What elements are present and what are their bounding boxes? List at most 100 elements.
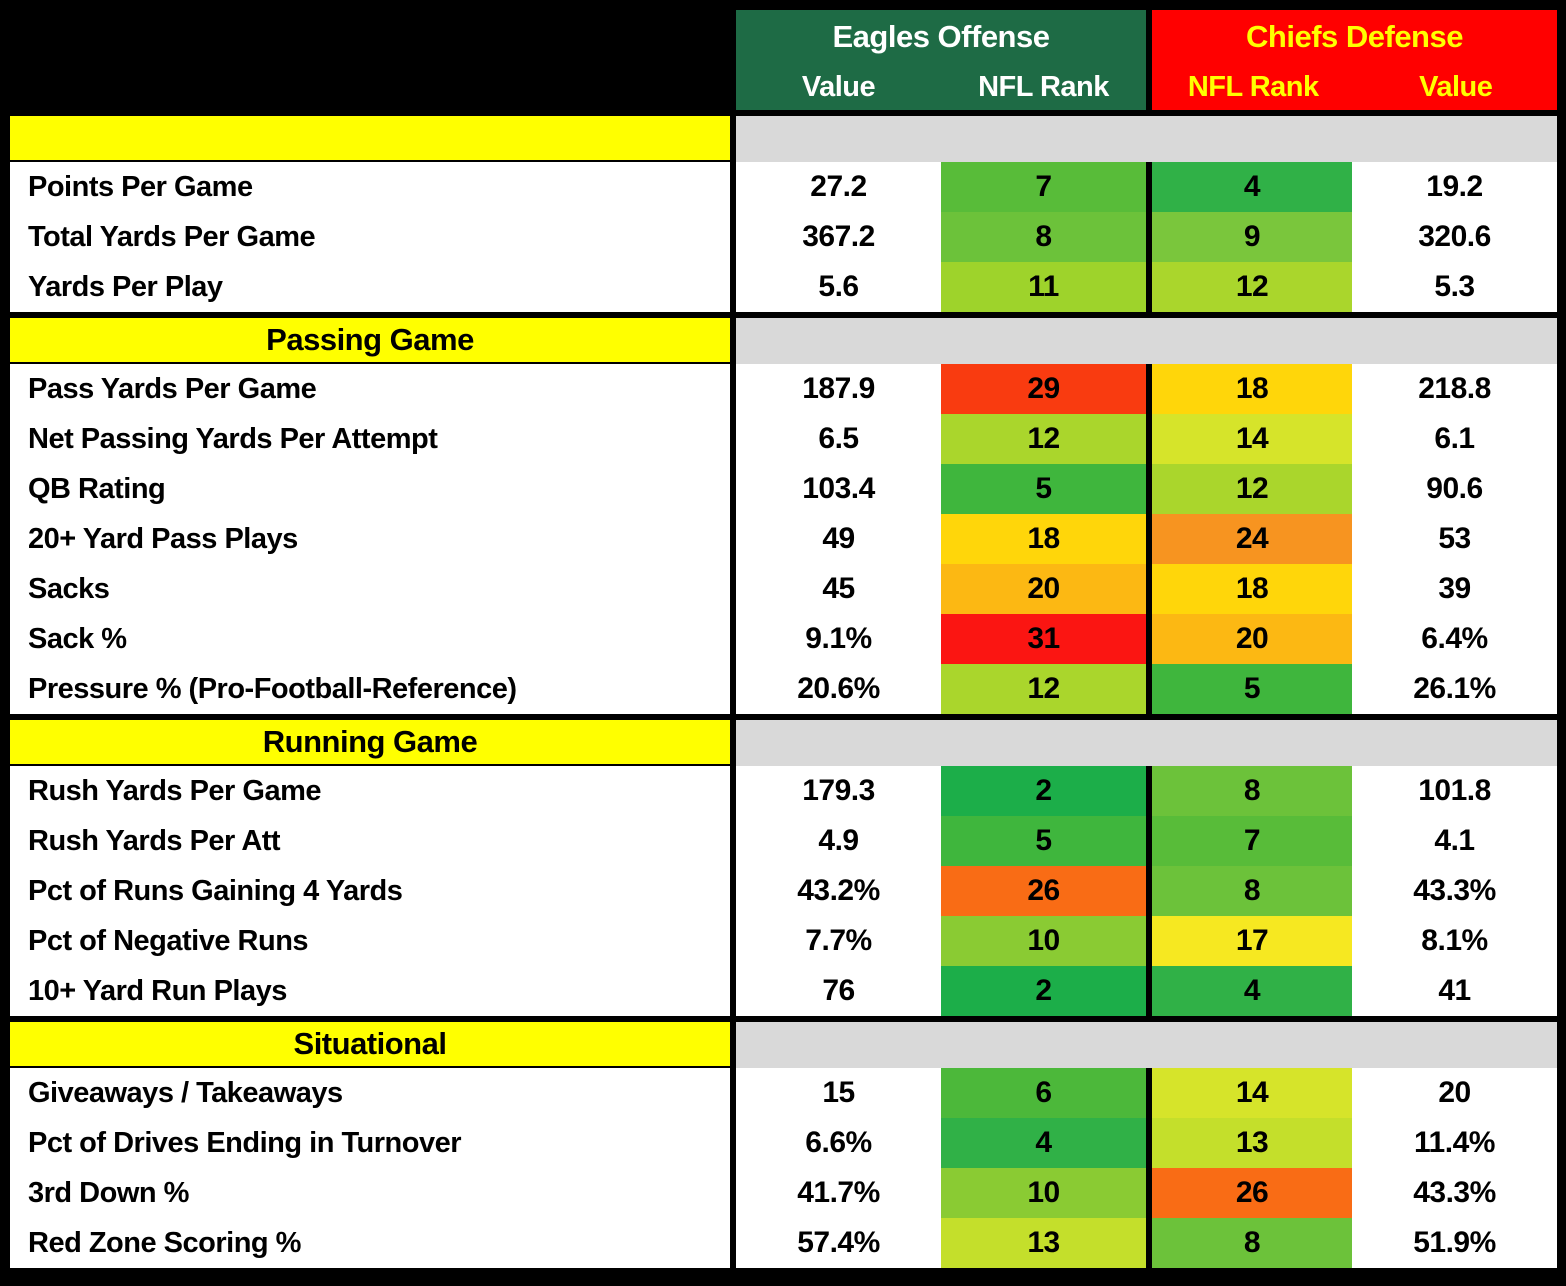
eagles-value-cell: 15 xyxy=(822,1076,855,1109)
eagles-value-cell: 20.6% xyxy=(797,672,880,705)
stat-label: Net Passing Yards Per Attempt xyxy=(10,414,736,464)
chiefs-rank-cell: 24 xyxy=(1146,514,1352,564)
chiefs-rank-cell: 17 xyxy=(1146,916,1352,966)
section-band xyxy=(736,116,1557,162)
stat-label: Points Per Game xyxy=(10,162,736,212)
stat-label: Rush Yards Per Att xyxy=(10,816,736,866)
stat-row: Sack % 9.1% 31 20 6.4% xyxy=(10,614,1557,664)
stat-label: Giveaways / Takeaways xyxy=(10,1068,736,1118)
chiefs-value-cell: 4.1 xyxy=(1434,824,1475,857)
eagles-rank-cell: 12 xyxy=(941,664,1146,714)
section-row: Running Game xyxy=(10,720,1557,766)
chiefs-rank-cell: 14 xyxy=(1146,1068,1352,1118)
stat-label: Pct of Negative Runs xyxy=(10,916,736,966)
chiefs-rank-cell: 8 xyxy=(1146,766,1352,816)
stat-row: Giveaways / Takeaways 15 6 14 20 xyxy=(10,1068,1557,1118)
stat-label: Total Yards Per Game xyxy=(10,212,736,262)
section-row: Situational xyxy=(10,1022,1557,1068)
chiefs-nfl-rank-column-header: NFL Rank xyxy=(1187,70,1319,103)
stat-row: Sacks 45 20 18 39 xyxy=(10,564,1557,614)
stat-label: Red Zone Scoring % xyxy=(10,1218,736,1268)
table-header: Eagles Offense Value NFL Rank Chiefs Def… xyxy=(10,0,1557,110)
eagles-value-cell: 5.6 xyxy=(818,270,859,303)
stat-row: Pressure % (Pro-Football-Reference) 20.6… xyxy=(10,664,1557,714)
chiefs-rank-cell: 14 xyxy=(1146,414,1352,464)
eagles-value-cell: 4.9 xyxy=(818,824,859,857)
eagles-nfl-rank-column-header: NFL Rank xyxy=(978,70,1109,103)
chiefs-value-cell: 39 xyxy=(1438,572,1471,605)
eagles-value-cell: 367.2 xyxy=(802,220,875,253)
chiefs-value-cell: 6.1 xyxy=(1434,422,1475,455)
stat-label: Pct of Drives Ending in Turnover xyxy=(10,1118,736,1168)
eagles-rank-cell: 11 xyxy=(941,262,1146,312)
chiefs-rank-cell: 26 xyxy=(1146,1168,1352,1218)
stat-row: Pct of Runs Gaining 4 Yards 43.2% 26 8 4… xyxy=(10,866,1557,916)
eagles-rank-cell: 18 xyxy=(941,514,1146,564)
stat-label: Sack % xyxy=(10,614,736,664)
stat-label: Rush Yards Per Game xyxy=(10,766,736,816)
stat-label: Pass Yards Per Game xyxy=(10,364,736,414)
stat-label: 10+ Yard Run Plays xyxy=(10,966,736,1016)
eagles-rank-cell: 5 xyxy=(941,464,1146,514)
section-band xyxy=(736,1022,1557,1068)
stat-label: Sacks xyxy=(10,564,736,614)
chiefs-value-cell: 43.3% xyxy=(1413,1176,1496,1209)
section-band xyxy=(736,720,1557,766)
chiefs-value-cell: 320.6 xyxy=(1418,220,1491,253)
chiefs-value-cell: 20 xyxy=(1438,1076,1471,1109)
eagles-value-cell: 179.3 xyxy=(802,774,875,807)
chiefs-value-column-header: Value xyxy=(1419,70,1493,103)
eagles-value-cell: 9.1% xyxy=(805,622,872,655)
eagles-value-cell: 43.2% xyxy=(797,874,880,907)
chiefs-value-cell: 5.3 xyxy=(1434,270,1475,303)
stat-label: QB Rating xyxy=(10,464,736,514)
chiefs-rank-cell: 8 xyxy=(1146,866,1352,916)
eagles-value-cell: 103.4 xyxy=(802,472,875,505)
stat-row: Rush Yards Per Att 4.9 5 7 4.1 xyxy=(10,816,1557,866)
section-band xyxy=(736,318,1557,364)
eagles-value-cell: 41.7% xyxy=(797,1176,880,1209)
chiefs-value-cell: 26.1% xyxy=(1413,672,1496,705)
stat-label: 20+ Yard Pass Plays xyxy=(10,514,736,564)
eagles-value-cell: 187.9 xyxy=(802,372,875,405)
section-title: Running Game xyxy=(10,720,736,766)
eagles-value-cell: 49 xyxy=(822,522,855,555)
eagles-rank-cell: 8 xyxy=(941,212,1146,262)
eagles-value-cell: 7.7% xyxy=(805,924,872,957)
stat-row: Pct of Drives Ending in Turnover 6.6% 4 … xyxy=(10,1118,1557,1168)
section-row: Passing Game xyxy=(10,318,1557,364)
stat-label: Pressure % (Pro-Football-Reference) xyxy=(10,664,736,714)
chiefs-value-cell: 101.8 xyxy=(1418,774,1491,807)
stat-row: QB Rating 103.4 5 12 90.6 xyxy=(10,464,1557,514)
eagles-value-cell: 76 xyxy=(822,974,855,1007)
eagles-offense-header: Eagles Offense Value NFL Rank xyxy=(736,10,1146,110)
eagles-rank-cell: 13 xyxy=(941,1218,1146,1268)
chiefs-rank-cell: 8 xyxy=(1146,1218,1352,1268)
stat-row: Red Zone Scoring % 57.4% 13 8 51.9% xyxy=(10,1218,1557,1268)
stat-row: Yards Per Play 5.6 11 12 5.3 xyxy=(10,262,1557,312)
eagles-rank-cell: 10 xyxy=(941,916,1146,966)
stat-row: Pass Yards Per Game 187.9 29 18 218.8 xyxy=(10,364,1557,414)
eagles-rank-cell: 26 xyxy=(941,866,1146,916)
chiefs-rank-cell: 4 xyxy=(1146,966,1352,1016)
chiefs-rank-cell: 13 xyxy=(1146,1118,1352,1168)
stat-row: 10+ Yard Run Plays 76 2 4 41 xyxy=(10,966,1557,1016)
chiefs-defense-header: Chiefs Defense NFL Rank Value xyxy=(1146,10,1557,110)
chiefs-value-cell: 43.3% xyxy=(1413,874,1496,907)
chiefs-value-cell: 19.2 xyxy=(1426,170,1483,203)
stat-row: Rush Yards Per Game 179.3 2 8 101.8 xyxy=(10,766,1557,816)
section-title xyxy=(10,116,736,162)
chiefs-rank-cell: 12 xyxy=(1146,262,1352,312)
chiefs-rank-cell: 18 xyxy=(1146,364,1352,414)
chiefs-defense-title: Chiefs Defense xyxy=(1246,19,1463,54)
section-divider xyxy=(10,714,1557,720)
eagles-rank-cell: 2 xyxy=(941,766,1146,816)
chiefs-rank-cell: 20 xyxy=(1146,614,1352,664)
stat-label: Yards Per Play xyxy=(10,262,736,312)
stat-row: 3rd Down % 41.7% 10 26 43.3% xyxy=(10,1168,1557,1218)
eagles-offense-title: Eagles Offense xyxy=(832,19,1050,54)
eagles-rank-cell: 5 xyxy=(941,816,1146,866)
chiefs-value-cell: 41 xyxy=(1438,974,1471,1007)
section-divider xyxy=(10,1016,1557,1022)
